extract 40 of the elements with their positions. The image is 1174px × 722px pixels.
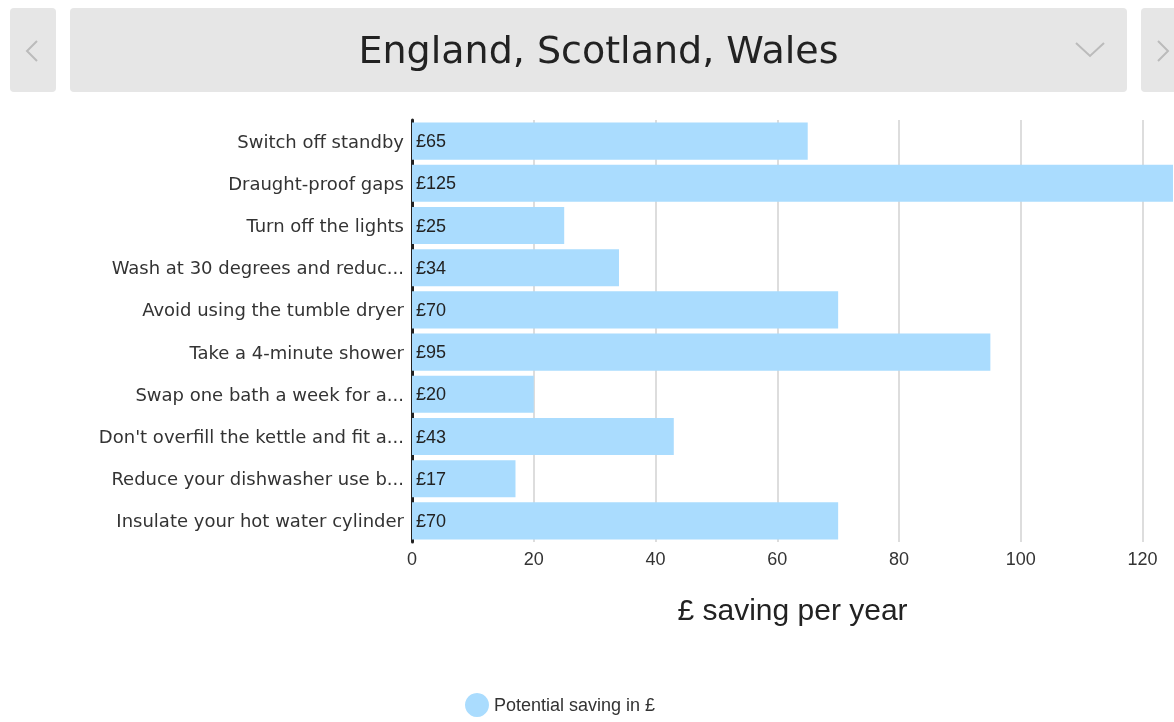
x-tick-label: 40 [645, 549, 666, 569]
data-label: £20 [416, 384, 447, 405]
data-label: £34 [416, 257, 447, 278]
bar [412, 502, 839, 540]
bar [412, 375, 534, 413]
y-tick-label: Don't overfill the kettle and fit a... [98, 426, 404, 447]
data-label: £25 [416, 215, 447, 236]
data-label: £65 [416, 131, 447, 152]
x-tick-label: 60 [767, 549, 788, 569]
y-tick-label: Swap one bath a week for a... [135, 383, 404, 405]
bar [412, 249, 619, 287]
bar [412, 206, 565, 245]
bar [412, 333, 991, 371]
data-label: £70 [416, 299, 447, 320]
y-tick-label: Wash at 30 degrees and reduc... [111, 257, 404, 279]
bar [412, 417, 674, 456]
data-label: £95 [416, 342, 447, 363]
data-label: £70 [416, 510, 447, 531]
x-tick-label: 100 [1005, 549, 1036, 569]
y-tick-label: Take a 4-minute shower [188, 341, 405, 363]
y-tick-label: Draught-proof gaps [228, 172, 404, 194]
data-label: £17 [416, 468, 447, 489]
y-tick-label: Insulate your hot water cylinder [116, 510, 405, 532]
x-tick-label: 80 [889, 549, 910, 569]
x-tick-label: 20 [523, 549, 544, 569]
y-tick-label: Switch off standby [237, 130, 405, 152]
bar [412, 291, 839, 329]
x-tick-label: 120 [1127, 549, 1158, 569]
chart-title: England, Scotland, Wales [70, 8, 1127, 92]
legend-label: Potential saving in £ [494, 695, 656, 715]
data-label: £43 [416, 426, 447, 447]
x-axis-title: £ saving per year [677, 592, 908, 626]
bar [412, 460, 516, 498]
bar [412, 164, 1173, 202]
y-tick-label: Avoid using the tumble dryer [142, 299, 405, 321]
x-tick-label: 0 [406, 549, 418, 569]
bar [412, 122, 808, 160]
y-tick-label: Reduce your dishwasher use b... [111, 468, 404, 490]
y-tick-label: Turn off the lights [245, 215, 404, 236]
data-label: £125 [416, 173, 457, 194]
